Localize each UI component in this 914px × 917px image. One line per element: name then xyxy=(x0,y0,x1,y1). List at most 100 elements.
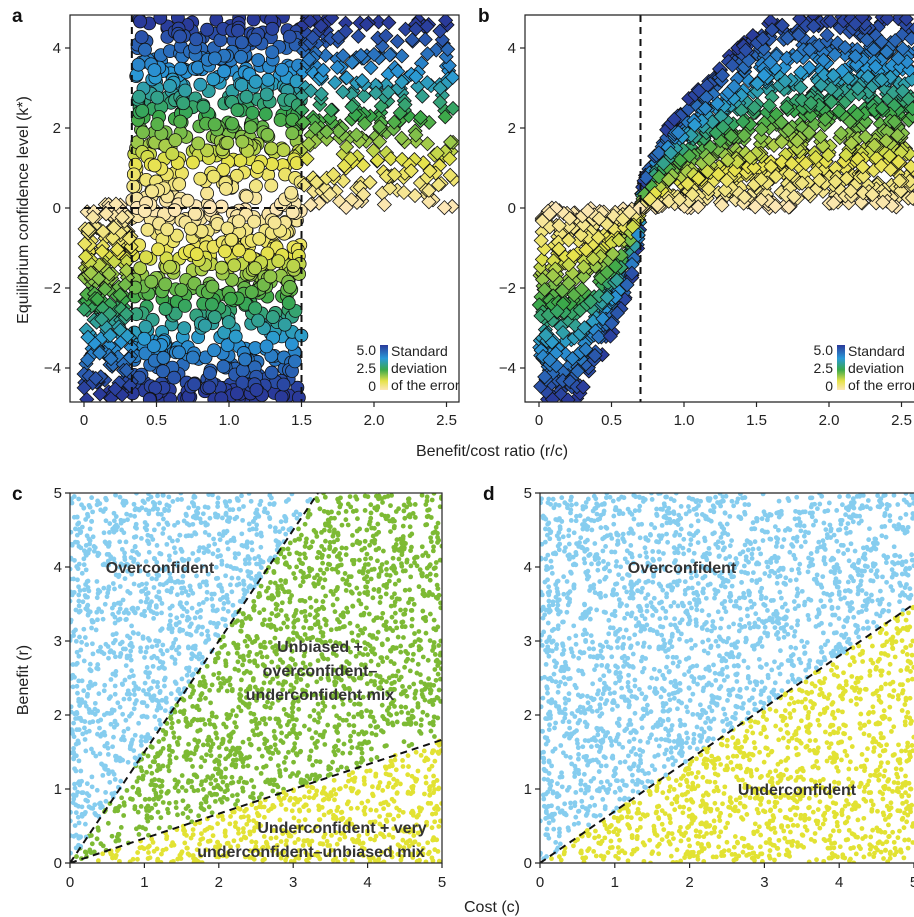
panel-c-dot xyxy=(258,851,264,857)
panel-a-circle-point xyxy=(180,193,195,208)
panel-a-circle-point xyxy=(265,21,280,36)
panel-c-dot xyxy=(346,582,352,588)
panel-c-dot xyxy=(338,562,344,568)
panel-c-dot xyxy=(251,598,257,604)
panel-a-circle-point xyxy=(160,222,175,237)
panel-c-dot xyxy=(77,634,82,640)
panel-c-dot xyxy=(273,606,279,612)
panel-c-dot xyxy=(76,653,82,659)
panel-c-dot xyxy=(210,603,216,609)
panel-c-dot xyxy=(320,599,326,604)
colorbar-a-label-3: of the error xyxy=(391,377,460,393)
panel-c-dot xyxy=(115,848,120,854)
panel-a-diamond-point xyxy=(431,177,447,193)
panel-a-circle-point xyxy=(196,99,211,114)
panel-a-diamond-point xyxy=(80,221,96,238)
panel-c-dot xyxy=(118,778,124,784)
panel-c-dot xyxy=(239,493,244,499)
panel-c-dot xyxy=(197,820,203,826)
panel-c-dot xyxy=(173,755,179,761)
panel-a-diamond-point xyxy=(80,352,96,368)
panel-c-dot xyxy=(130,784,136,790)
panel-a-circle-point xyxy=(185,155,200,170)
panel-c-dot xyxy=(389,595,395,600)
panel-a-diamond-point xyxy=(102,327,118,343)
panel-c-dot xyxy=(294,564,300,570)
panel-c-dot xyxy=(302,794,307,800)
panel-c-dot xyxy=(436,643,442,648)
panel-c-dot xyxy=(239,677,244,683)
panel-c-dot xyxy=(169,725,175,731)
panel-c-dot xyxy=(388,503,393,509)
panel-c-dot xyxy=(272,742,278,748)
panel-a-circle-point xyxy=(283,280,297,294)
panel-c-dot xyxy=(236,830,241,836)
panel-c-dot xyxy=(151,796,157,802)
panel-c-dot xyxy=(144,703,150,709)
panel-b-diamond-point xyxy=(823,15,839,29)
panel-c-dot xyxy=(155,684,160,690)
panel-c-dot xyxy=(307,776,313,782)
panel-c-dot xyxy=(249,540,255,546)
panel-c-dot xyxy=(348,504,354,510)
panel-b-diamond-point xyxy=(890,154,907,170)
panel-c-dot xyxy=(353,508,359,514)
panel-c-dot xyxy=(125,517,130,523)
panel-c-dot xyxy=(228,844,233,850)
panel-c-dot xyxy=(97,725,102,731)
panel-c-dot xyxy=(401,721,407,727)
panel-a-diamond-point xyxy=(359,16,375,32)
panel-c-dot xyxy=(315,658,321,664)
panel-c-dot xyxy=(81,626,87,632)
panel-c-dot xyxy=(387,573,393,578)
panel-a-diamond-point xyxy=(331,123,347,139)
panel-c-dot xyxy=(407,668,413,674)
panel-c-dot xyxy=(132,701,138,707)
panel-c-dot xyxy=(215,813,221,819)
panel-c-dot xyxy=(252,684,258,690)
panel-c-dot xyxy=(167,535,173,541)
panel-c-dot xyxy=(249,778,254,783)
panel-c-dot xyxy=(344,605,350,611)
panel-a-circle-point xyxy=(230,103,245,118)
panel-c-dot xyxy=(71,720,77,726)
panel-a-y-tick-label: 0 xyxy=(53,200,61,217)
panel-a-circle-point xyxy=(189,32,204,47)
panel-b-diamond-point xyxy=(587,348,603,364)
panel-b-diamond-point xyxy=(605,246,621,262)
panel-c-dot xyxy=(270,676,276,682)
panel-c-dot xyxy=(267,617,273,622)
panel-c-dot xyxy=(317,576,323,582)
panel-a-diamond-point xyxy=(394,151,410,167)
panel-b-diamond-point xyxy=(802,42,818,58)
panel-a-reference-lines xyxy=(84,15,303,402)
panel-a-circle-point xyxy=(248,341,263,355)
panel-c-dot xyxy=(142,680,148,686)
panel-b-diamond-point xyxy=(604,315,620,332)
panel-c-dot xyxy=(244,668,250,674)
panel-c-dot xyxy=(313,598,319,604)
panel-c-dot xyxy=(291,685,297,691)
panel-b-diamond-point xyxy=(837,39,853,56)
panel-c-dot xyxy=(420,553,426,558)
panel-c-dot xyxy=(368,709,374,715)
panel-c-dot xyxy=(394,625,400,631)
panel-c-dot xyxy=(135,605,141,611)
panel-b-y-tick-label: 4 xyxy=(508,40,516,57)
panel-c-dot xyxy=(437,676,442,682)
panel-a-circle-point xyxy=(221,315,236,330)
panel-c-dot xyxy=(302,723,307,729)
panel-c-dot xyxy=(410,789,416,795)
panel-c-dot xyxy=(89,784,95,790)
panel-c-dot xyxy=(122,557,128,562)
panel-c-dot xyxy=(281,620,287,626)
panel-a-diamond-point xyxy=(77,249,94,265)
panel-c-dot xyxy=(76,598,82,604)
panel-c-dot xyxy=(258,574,264,580)
panel-c-dot xyxy=(254,573,259,579)
panel-c-dot xyxy=(116,610,121,615)
panel-c-dot xyxy=(73,716,78,721)
panel-c-dot xyxy=(433,524,439,530)
panel-a-diamond-point xyxy=(394,130,410,146)
